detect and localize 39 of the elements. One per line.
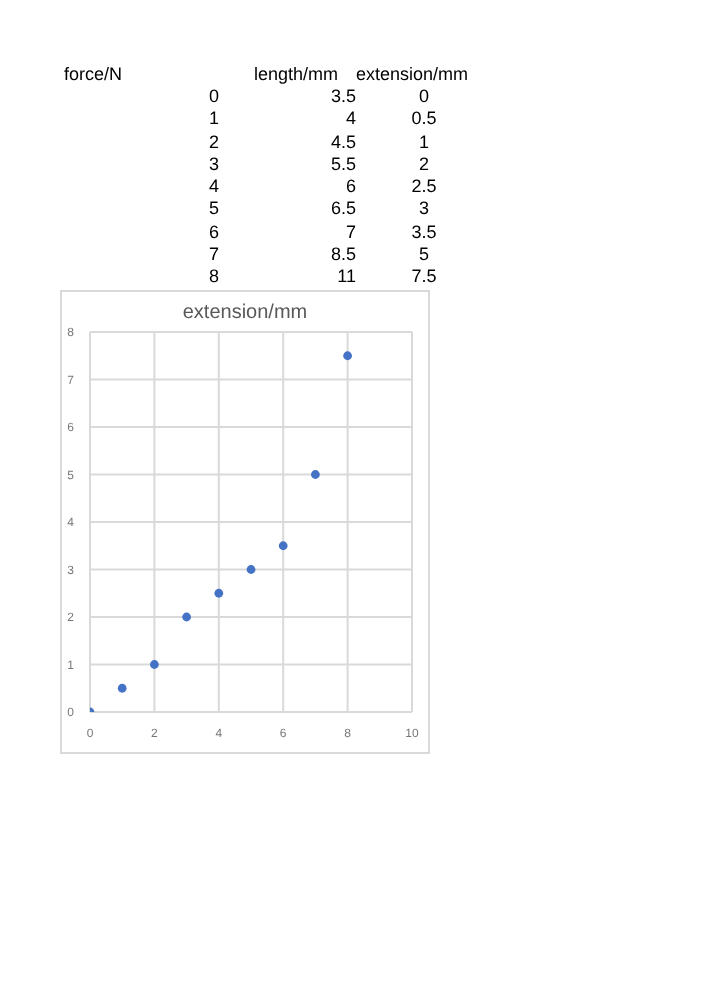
text: 3.5 xyxy=(328,86,356,109)
text: 0 xyxy=(416,86,431,109)
point xyxy=(246,565,256,574)
text: 8 xyxy=(206,266,221,290)
point xyxy=(182,612,191,622)
text: 6 xyxy=(206,221,221,245)
text: length/mm xyxy=(254,64,339,84)
point xyxy=(150,660,159,669)
text: 1 xyxy=(416,131,431,154)
text: 2 xyxy=(416,153,431,177)
text: 7 xyxy=(343,221,356,245)
text: 4 xyxy=(343,108,356,132)
point xyxy=(117,683,127,693)
text: 0 xyxy=(206,86,221,109)
text: 11 xyxy=(335,266,356,290)
text: 2.5 xyxy=(409,176,439,199)
point xyxy=(278,541,288,551)
text: 5 xyxy=(206,198,221,222)
text: 5.5 xyxy=(328,153,356,177)
text: 6 xyxy=(343,176,356,199)
text: extension/mm xyxy=(356,64,471,84)
chart-title: extension/mm xyxy=(180,302,310,324)
text: 0.5 xyxy=(409,108,439,132)
text: 4 xyxy=(206,176,221,199)
text: 8.5 xyxy=(328,244,356,267)
text: 6.5 xyxy=(328,198,356,222)
text: force/N xyxy=(64,64,125,84)
text: 3 xyxy=(206,153,221,177)
point xyxy=(311,470,320,479)
text: 1 xyxy=(206,108,221,132)
text: 7.5 xyxy=(409,266,439,290)
text: 4.5 xyxy=(328,131,356,154)
text: 5 xyxy=(416,244,431,267)
point xyxy=(214,588,224,598)
text: 3 xyxy=(416,198,431,222)
text: 7 xyxy=(206,244,221,267)
point xyxy=(343,351,352,361)
text: 3.5 xyxy=(409,221,439,245)
text: 2 xyxy=(206,131,221,154)
